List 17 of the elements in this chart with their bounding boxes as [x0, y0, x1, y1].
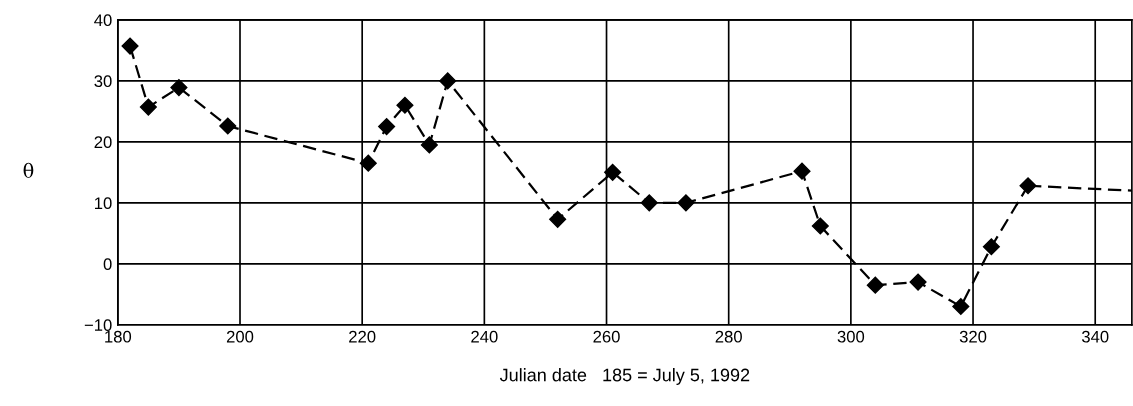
y-tick-label: 40: [94, 14, 112, 27]
y-tick-label: −10: [84, 319, 112, 331]
y-tick-label: 10: [95, 197, 112, 210]
x-tick-label: 340: [1081, 330, 1109, 343]
y-tick-label: 0: [103, 258, 112, 271]
y-tick-label: 30: [94, 75, 112, 88]
y-axis-title: θ: [23, 162, 34, 178]
x-tick-label: 320: [959, 330, 987, 343]
x-tick-label: 200: [226, 330, 254, 343]
x-tick-label: 260: [593, 330, 620, 343]
x-tick-label: 180: [105, 330, 132, 343]
x-axis-title: Julian date 185 = July 5, 1992: [499, 368, 750, 385]
x-tick-label: 240: [471, 330, 498, 343]
x-tick-label: 280: [715, 330, 742, 343]
y-tick-label: 20: [94, 136, 112, 149]
x-tick-label: 220: [349, 330, 376, 343]
x-tick-label: 300: [837, 330, 865, 343]
